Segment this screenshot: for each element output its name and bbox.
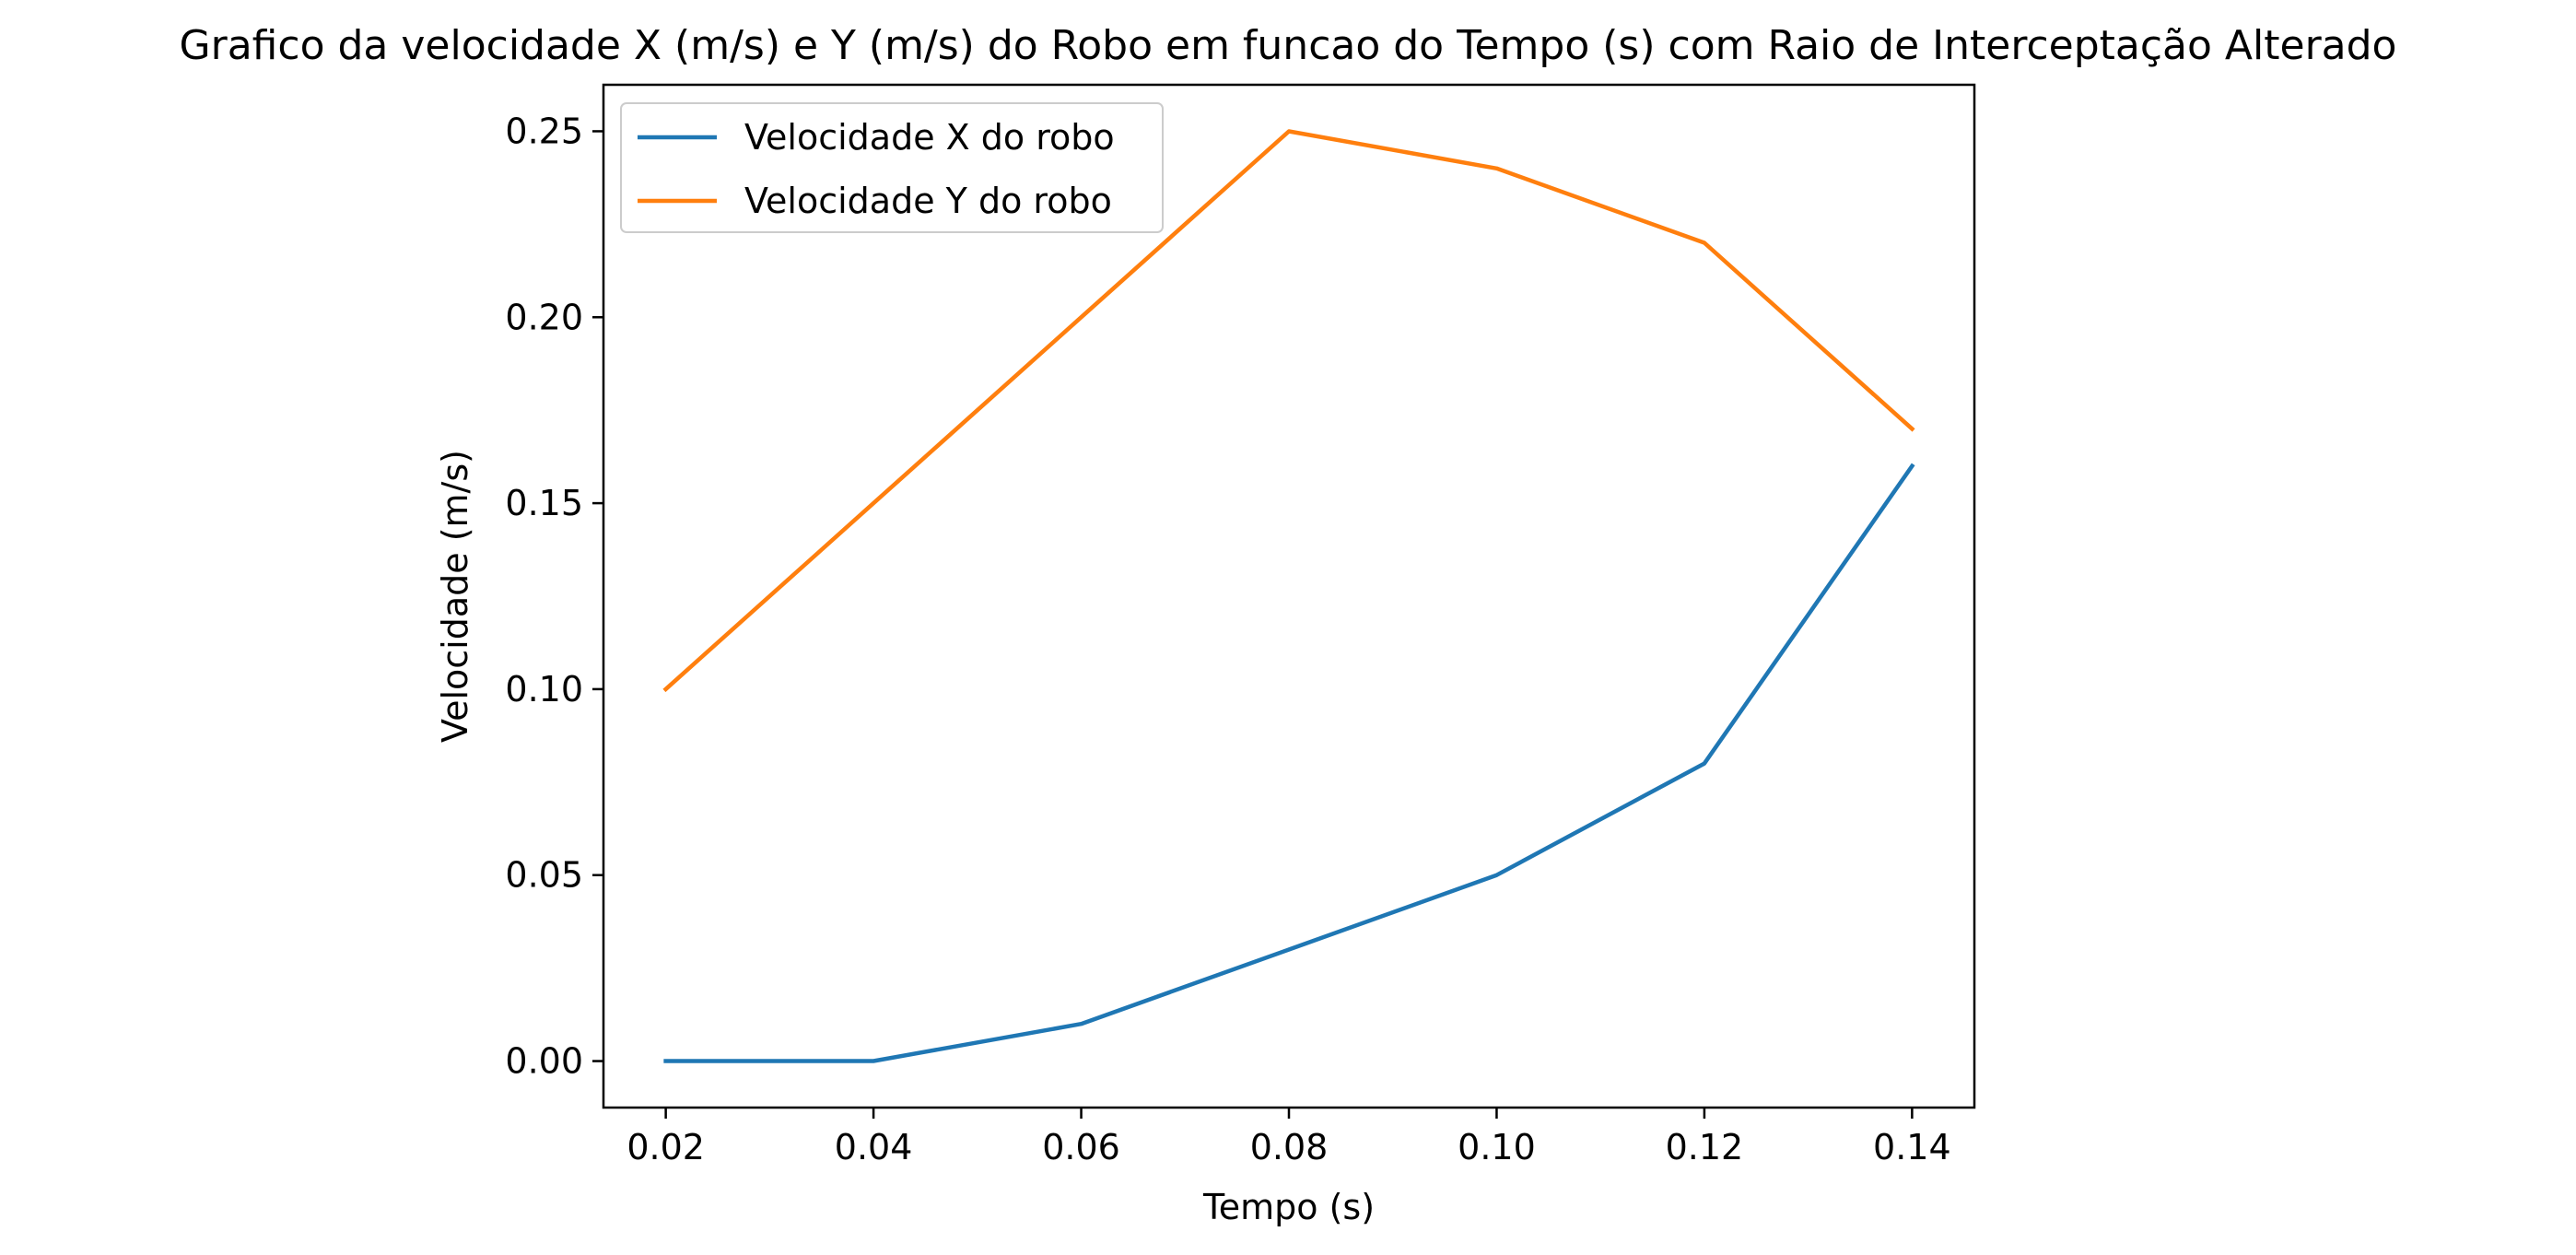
x-tick-label: 0.10 [1458, 1127, 1536, 1167]
legend-label: Velocidade Y do robo [744, 181, 1112, 221]
y-tick-label: 0.05 [505, 855, 583, 896]
y-tick-label: 0.25 [505, 111, 583, 151]
series-line-velocidade-x [663, 463, 1915, 1063]
legend: Velocidade X do robo Velocidade Y do robo [620, 102, 1164, 233]
y-tick-label: 0.20 [505, 297, 583, 337]
x-axis: 0.02 0.04 0.06 0.08 0.10 0.12 0.14 [626, 1108, 1951, 1167]
y-axis: 0.00 0.05 0.10 0.15 0.20 0.25 [505, 111, 603, 1082]
x-tick-label: 0.02 [626, 1127, 705, 1167]
x-tick-label: 0.06 [1042, 1127, 1120, 1167]
axes-frame [602, 83, 1976, 1109]
y-axis-label: Velocidade (m/s) [435, 450, 475, 743]
legend-box [620, 102, 1164, 233]
x-tick-label: 0.08 [1250, 1127, 1329, 1167]
chart-title: Grafico da velocidade X (m/s) e Y (m/s) … [180, 22, 2397, 69]
y-tick-label: 0.00 [505, 1041, 583, 1082]
series-line-velocidade-y [662, 129, 1915, 693]
x-tick-label: 0.04 [835, 1127, 913, 1167]
y-tick-label: 0.10 [505, 669, 583, 710]
y-tick-label: 0.15 [505, 483, 583, 523]
x-axis-label: Tempo (s) [1202, 1187, 1375, 1227]
plot-area [662, 129, 1915, 1063]
legend-label: Velocidade X do robo [744, 117, 1115, 158]
x-tick-label: 0.14 [1873, 1127, 1951, 1167]
x-tick-label: 0.12 [1666, 1127, 1744, 1167]
